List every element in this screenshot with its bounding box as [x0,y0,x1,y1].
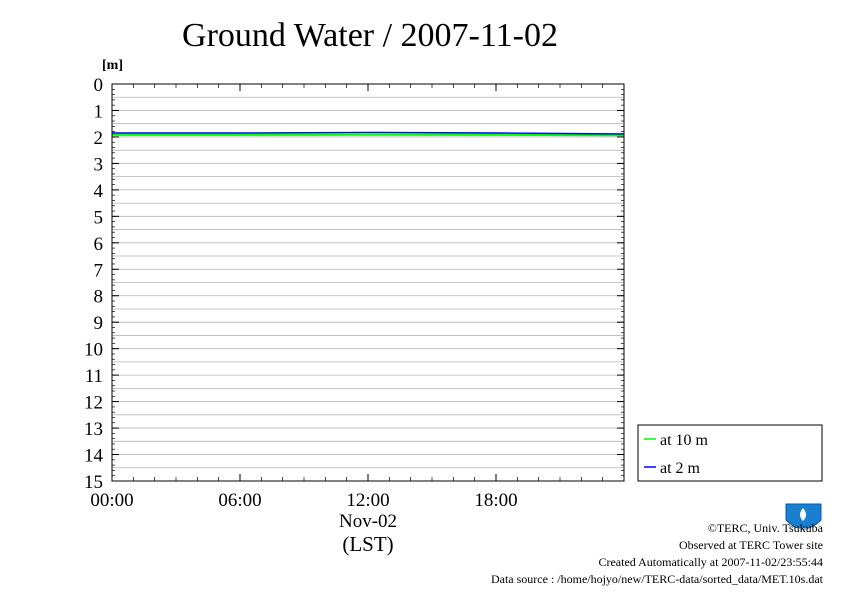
y-axis-unit-label: [m] [102,58,123,73]
footer-copyright: ©TERC, Univ. Tsukuba [707,521,823,535]
x-axis-label: (LST) [342,532,393,556]
y-tick-label: 3 [94,154,104,175]
y-tick-label: 8 [94,287,104,308]
chart-title: Ground Water / 2007-11-02 [182,17,558,54]
terc-logo-text: TERC [793,528,812,535]
x-tick-label: 18:00 [474,490,517,511]
legend-box [637,424,823,482]
y-tick-label: 14 [84,446,104,467]
footer-data-source: Data source : /home/hojyo/new/TERC-data/… [490,572,823,586]
y-tick-label: 10 [84,340,103,361]
grid-lines [112,83,624,482]
y-tick-label: 6 [94,234,104,255]
footer-site: Observed at TERC Tower site [678,538,823,552]
series-line-at-2m [112,131,625,135]
footer-created: Created Automatically at 2007-11-02/23:5… [598,555,823,569]
y-tick-label: 11 [85,366,103,387]
x-tick-label: 00:00 [90,490,133,511]
x-tick-labels: 00:00 06:00 12:00 18:00 [90,490,517,511]
legend-label-at-10m: at 10 m [660,432,709,449]
legend-label-at-2m: at 2 m [660,460,701,477]
y-tick-label: 7 [94,260,104,281]
plot-frame [111,83,625,482]
y-tick-label: 4 [94,181,104,202]
y-tick-label: 5 [94,207,104,228]
legend: at 10 m at 2 m [637,424,823,482]
x-tick-label: 06:00 [218,490,261,511]
water-drop-icon [800,508,806,521]
y-tick-label: 9 [94,313,104,334]
x-date-label: Nov-02 [339,511,397,532]
series-lines [112,131,625,137]
y-tick-label: 12 [84,393,103,414]
y-tick-label: 0 [94,75,104,96]
y-tick-label: 13 [84,419,103,440]
terc-logo: TERC [785,503,822,535]
x-tick-label: 12:00 [346,490,389,511]
y-tick-label: 1 [94,101,104,122]
series-line-at-10m [112,133,625,137]
y-tick-label: 15 [84,472,103,493]
y-tick-label: 2 [94,128,104,149]
